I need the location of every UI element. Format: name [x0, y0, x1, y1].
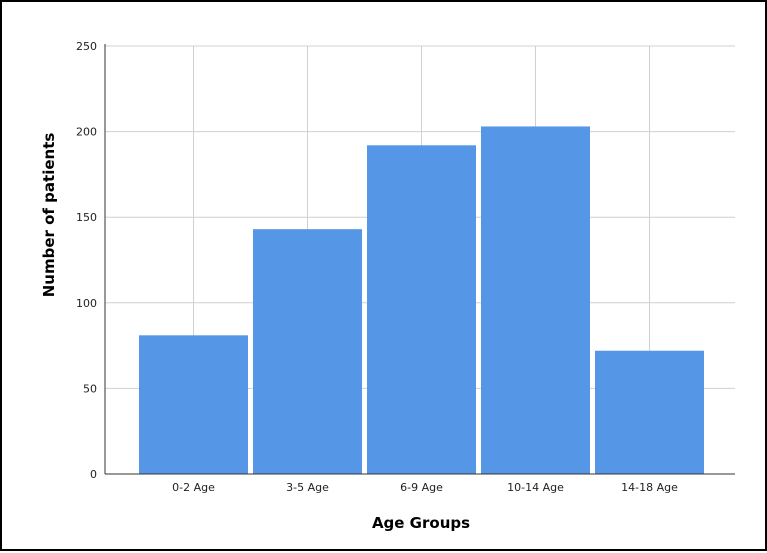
- x-tick-label: 3-5 Age: [286, 481, 329, 494]
- x-tick-label: 14-18 Age: [621, 481, 678, 494]
- x-axis-title: Age Groups: [372, 514, 470, 532]
- x-tick-label: 0-2 Age: [172, 481, 215, 494]
- bar-14-18-age: [595, 350, 704, 474]
- y-tick-label: 50: [83, 382, 97, 395]
- y-axis-title: Number of patients: [40, 133, 58, 298]
- bar-10-14-age: [481, 126, 590, 475]
- bar-0-2-age: [139, 335, 248, 474]
- y-tick-label: 250: [76, 40, 97, 53]
- y-tick-label: 150: [76, 211, 97, 224]
- y-tick-label: 200: [76, 126, 97, 139]
- bar-3-5-age: [253, 229, 362, 474]
- y-tick-label: 0: [90, 468, 97, 481]
- x-tick-label: 6-9 Age: [400, 481, 443, 494]
- bars: [139, 126, 704, 475]
- axes: [104, 44, 735, 475]
- tick-labels: 0 50 100 150 200 250 0-2 Age 3-5 Age 6-9 Age 10-1…: [76, 40, 678, 494]
- x-tick-label: 10-14 Age: [507, 481, 564, 494]
- y-tick-label: 100: [76, 297, 97, 310]
- bar-6-9-age: [367, 145, 476, 474]
